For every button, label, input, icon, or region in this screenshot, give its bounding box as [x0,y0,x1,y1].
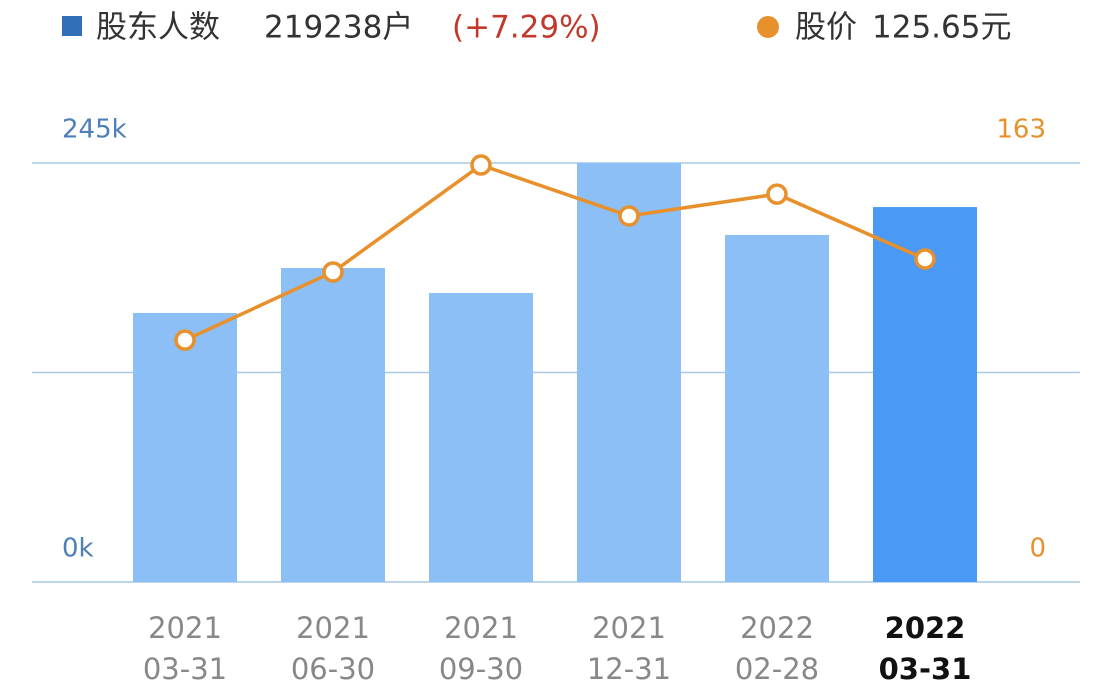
price-point [618,205,640,227]
y2-tick-label: 163 [996,115,1046,145]
x-tick-label: 2021 [148,611,222,645]
price-point [322,261,344,283]
price-line [184,163,926,342]
x-tick-label: 2022 [885,611,966,645]
bar [133,312,237,582]
x-tick-label: 03-31 [879,652,972,686]
y2-tick-label: 0 [1029,534,1046,564]
price-point [174,329,196,351]
legend-change: (+7.29%) [452,10,601,46]
legend-value: 125.65元 [872,10,1011,46]
x-tick-label: 02-28 [735,652,819,686]
x-tick-label: 06-30 [291,652,375,686]
x-tick-label: 2021 [444,611,518,645]
x-tick-label: 2021 [296,611,370,645]
x-tick-label: 09-30 [439,652,523,686]
x-tick-label: 03-31 [143,652,227,686]
bar [725,234,829,583]
legend-swatch-price [757,16,779,38]
legend-swatch-shareholders [62,16,82,36]
legend-label: 股东人数 [96,10,220,46]
y-tick-label: 0k [62,534,94,564]
bar [577,163,681,582]
x-tick-label: 12-31 [587,652,671,686]
bar [281,268,385,582]
price-point [766,183,788,205]
y-tick-label: 245k [62,115,127,145]
legend-label: 股价 [795,10,857,46]
x-tick-label: 2021 [592,611,666,645]
x-tick-label: 2022 [740,611,814,645]
price-point [914,248,936,270]
price-point [470,154,492,176]
bar [429,292,533,582]
legend-value: 219238户 [264,10,413,46]
